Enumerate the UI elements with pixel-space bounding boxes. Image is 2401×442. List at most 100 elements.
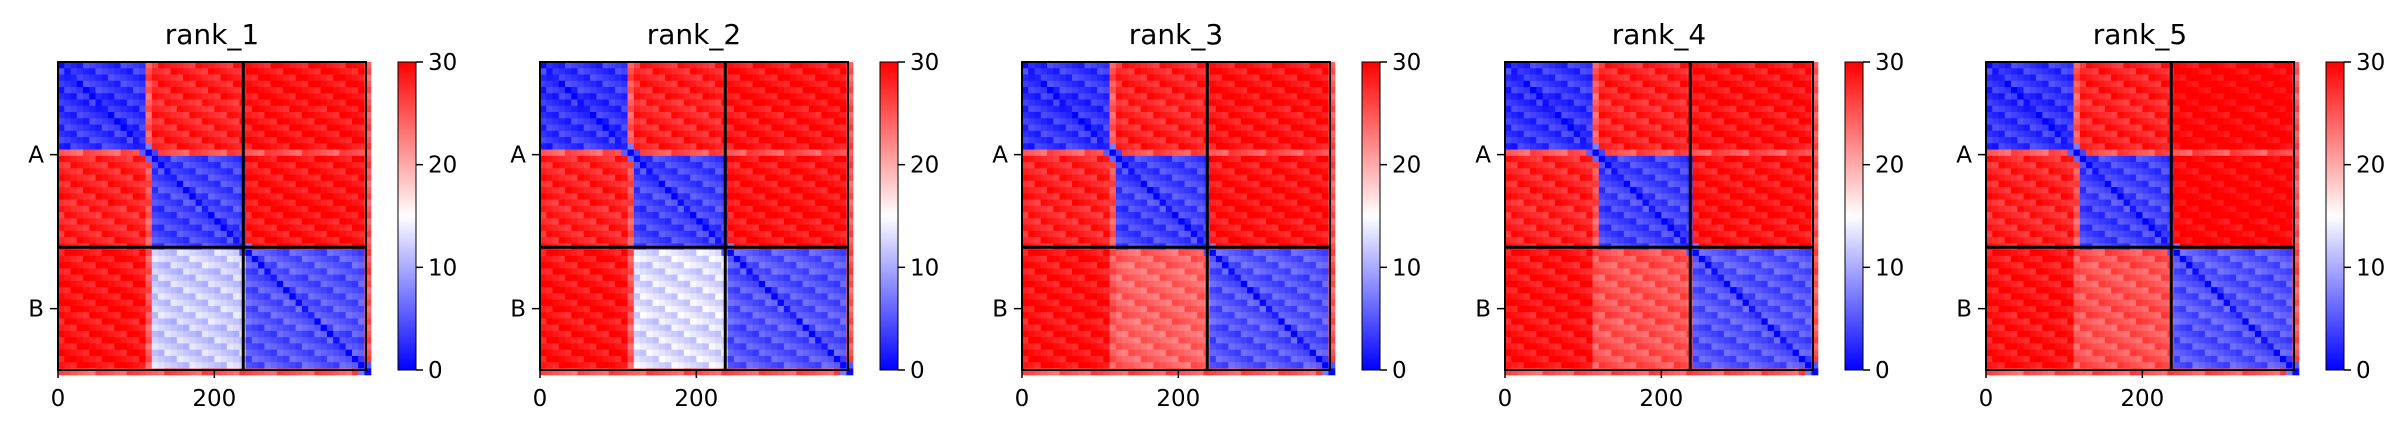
heatmap-cell bbox=[553, 200, 560, 207]
heatmap-cell bbox=[796, 143, 803, 150]
heatmap-cell bbox=[277, 318, 284, 325]
heatmap-cell bbox=[208, 143, 215, 150]
heatmap-cell bbox=[296, 318, 303, 325]
heatmap-cell bbox=[146, 118, 153, 125]
heatmap-cell bbox=[709, 275, 716, 282]
heatmap-cell bbox=[327, 125, 334, 132]
heatmap-cell bbox=[246, 193, 253, 200]
heatmap-cell bbox=[271, 275, 278, 282]
heatmap-cell bbox=[333, 125, 340, 132]
heatmap-cell bbox=[321, 112, 328, 119]
heatmap-cell bbox=[553, 237, 560, 244]
heatmap-cell bbox=[321, 237, 328, 244]
heatmap-cell bbox=[696, 312, 703, 319]
heatmap-cell bbox=[339, 175, 346, 182]
heatmap-cell bbox=[596, 337, 603, 344]
heatmap-cell bbox=[690, 81, 697, 88]
heatmap-cell bbox=[71, 118, 78, 125]
heatmap-cell bbox=[271, 362, 278, 369]
heatmap-cell bbox=[796, 187, 803, 194]
heatmap-cell bbox=[227, 106, 234, 113]
heatmap-cell bbox=[728, 268, 735, 275]
heatmap-cell bbox=[746, 181, 753, 188]
heatmap-cell bbox=[289, 256, 296, 263]
heatmap-cell bbox=[778, 350, 785, 357]
heatmap-cell bbox=[308, 256, 315, 263]
heatmap-cell bbox=[139, 175, 146, 182]
heatmap-cell bbox=[114, 318, 121, 325]
heatmap-cell bbox=[734, 106, 741, 113]
heatmap-cell bbox=[784, 231, 791, 238]
heatmap-cell bbox=[246, 62, 253, 69]
heatmap-cell bbox=[809, 62, 816, 69]
heatmap-cell bbox=[571, 337, 578, 344]
heatmap-cell bbox=[71, 162, 78, 169]
heatmap-cell bbox=[771, 343, 778, 350]
heatmap-cell bbox=[596, 281, 603, 288]
heatmap-cell bbox=[127, 100, 134, 107]
heatmap-cell bbox=[296, 118, 303, 125]
heatmap-cell bbox=[840, 350, 847, 357]
heatmap-cell bbox=[690, 68, 697, 75]
heatmap-cell bbox=[696, 262, 703, 269]
heatmap-cell bbox=[321, 293, 328, 300]
heatmap-cell bbox=[352, 193, 359, 200]
heatmap-cell bbox=[71, 112, 78, 119]
heatmap-cell bbox=[665, 175, 672, 182]
heatmap-cell bbox=[327, 325, 334, 332]
heatmap-cell bbox=[221, 125, 228, 132]
heatmap-cell bbox=[208, 318, 215, 325]
heatmap-cell bbox=[671, 287, 678, 294]
heatmap-cell bbox=[233, 125, 240, 132]
heatmap-cell bbox=[659, 350, 666, 357]
heatmap-cell bbox=[578, 200, 585, 207]
heatmap-cell bbox=[584, 300, 591, 307]
heatmap-cell bbox=[108, 256, 115, 263]
heatmap-cell bbox=[746, 87, 753, 94]
heatmap-cell bbox=[177, 218, 184, 225]
heatmap-cell bbox=[327, 193, 334, 200]
heatmap-cell bbox=[152, 125, 159, 132]
heatmap-cell bbox=[809, 193, 816, 200]
heatmap-cell bbox=[121, 156, 128, 163]
heatmap-cell bbox=[321, 168, 328, 175]
heatmap-cell bbox=[321, 250, 328, 257]
heatmap-cell bbox=[840, 162, 847, 169]
heatmap-cell bbox=[114, 143, 121, 150]
heatmap-cell bbox=[283, 275, 290, 282]
heatmap-cell bbox=[258, 162, 265, 169]
heatmap-cell bbox=[83, 275, 90, 282]
heatmap-cell bbox=[289, 306, 296, 313]
heatmap-cell bbox=[208, 137, 215, 144]
heatmap-cell bbox=[559, 143, 566, 150]
heatmap-cell bbox=[58, 350, 65, 357]
heatmap-cell bbox=[640, 181, 647, 188]
heatmap-cell bbox=[114, 225, 121, 232]
heatmap-cell bbox=[784, 325, 791, 332]
heatmap-cell bbox=[596, 68, 603, 75]
heatmap-cell bbox=[133, 306, 140, 313]
heatmap-cell bbox=[603, 131, 610, 138]
heatmap-cell bbox=[189, 218, 196, 225]
heatmap-cell bbox=[83, 87, 90, 94]
heatmap-cell bbox=[264, 206, 271, 213]
heatmap-cell bbox=[678, 75, 685, 82]
heatmap-cell bbox=[208, 212, 215, 219]
heatmap-cell bbox=[696, 225, 703, 232]
heatmap-cell bbox=[565, 356, 572, 363]
heatmap-cell bbox=[108, 275, 115, 282]
heatmap-cell bbox=[778, 293, 785, 300]
heatmap-cell bbox=[127, 250, 134, 257]
heatmap-cell bbox=[327, 162, 334, 169]
heatmap-cell bbox=[828, 256, 835, 263]
heatmap-cell bbox=[146, 162, 153, 169]
heatmap-cell bbox=[177, 156, 184, 163]
heatmap-cell bbox=[89, 237, 96, 244]
heatmap-cell bbox=[158, 262, 165, 269]
heatmap-cell bbox=[634, 218, 641, 225]
heatmap-cell bbox=[653, 362, 660, 369]
heatmap-cell bbox=[559, 362, 566, 369]
heatmap-cell bbox=[571, 125, 578, 132]
heatmap-cell bbox=[189, 118, 196, 125]
colorbar-tick-label: 0 bbox=[428, 358, 443, 384]
